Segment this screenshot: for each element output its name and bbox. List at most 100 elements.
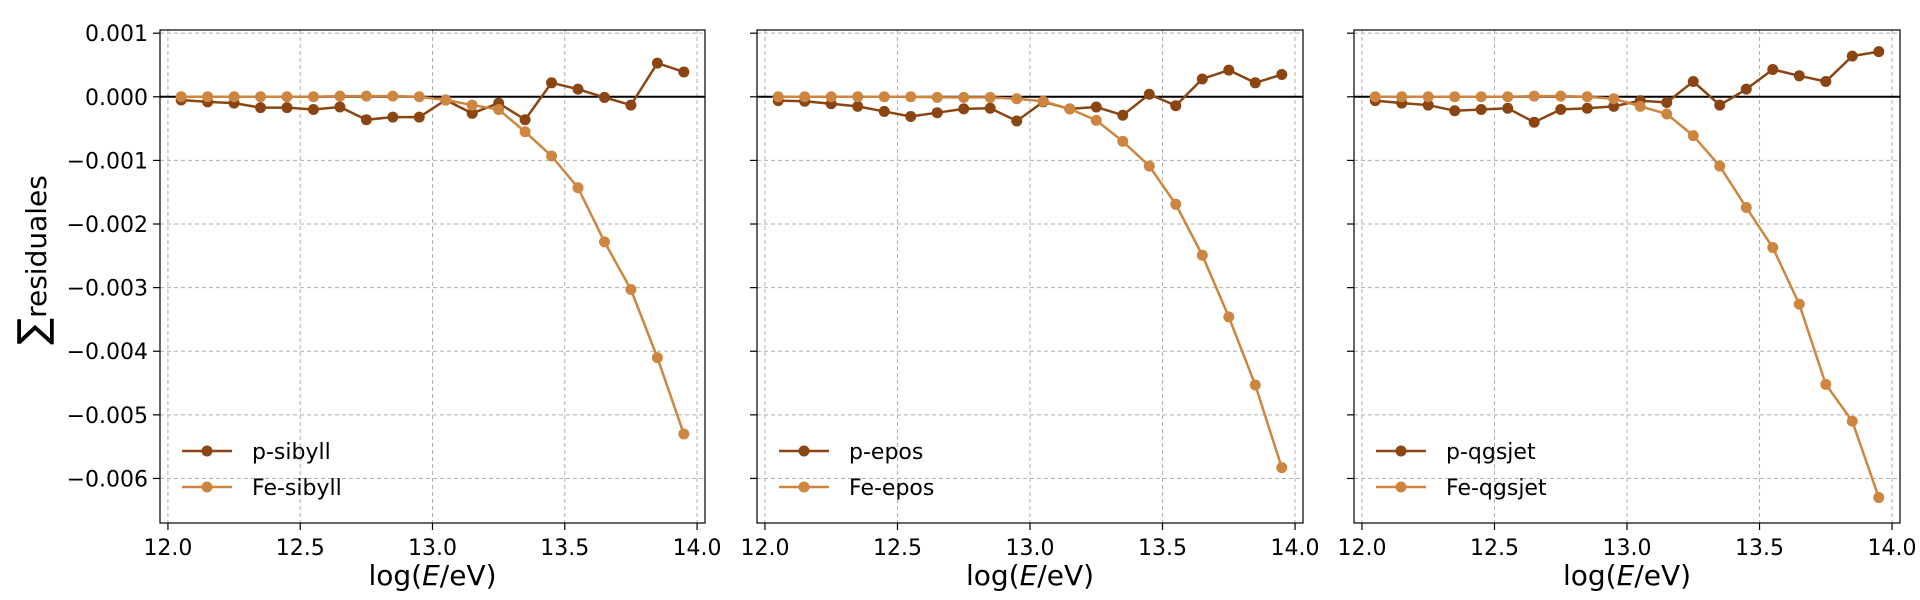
data-point (772, 91, 784, 103)
x-tick-label: 13.5 (1138, 536, 1187, 561)
x-tick-label: 12.0 (1337, 536, 1386, 561)
data-point (651, 57, 663, 69)
x-tick-label: 14.0 (673, 536, 722, 561)
data-point (1422, 99, 1434, 111)
data-point (1064, 103, 1076, 115)
data-point (307, 91, 319, 103)
data-point (1661, 108, 1673, 120)
x-axis-label: log(E/eV) (1563, 559, 1691, 592)
x-tick-label: 13.5 (540, 536, 589, 561)
data-point (1369, 91, 1381, 103)
data-point (281, 91, 293, 103)
x-axis-label-post: /eV) (440, 559, 497, 592)
data-point (281, 102, 293, 114)
legend: p-epos Fe-epos (779, 440, 934, 501)
legend-marker (1395, 481, 1407, 493)
data-point (984, 102, 996, 114)
x-axis-label-pre: log( (1563, 559, 1617, 592)
data-point (1011, 93, 1023, 105)
data-point (799, 91, 811, 103)
data-point (519, 126, 531, 138)
data-point (334, 101, 346, 113)
data-point (1449, 91, 1461, 103)
x-tick-label: 13.0 (1603, 536, 1652, 561)
data-point (1555, 90, 1567, 102)
data-point (1170, 100, 1182, 112)
x-axis-label-var: E (422, 559, 440, 592)
legend: p-sibyll Fe-sibyll (182, 440, 342, 501)
data-point (387, 111, 399, 123)
data-point (175, 91, 187, 103)
data-point (1740, 201, 1752, 213)
data-point (1502, 91, 1514, 103)
data-point (678, 66, 690, 78)
data-point (1687, 130, 1699, 142)
data-point (360, 90, 372, 102)
data-point (905, 111, 917, 123)
data-point (413, 91, 425, 103)
data-point (1555, 104, 1567, 116)
data-point (1608, 93, 1620, 105)
data-point (255, 91, 267, 103)
data-point (1090, 114, 1102, 126)
data-point (1143, 160, 1155, 172)
legend-label: Fe-sibyll (252, 476, 342, 501)
data-point (1117, 135, 1129, 147)
data-point (1276, 69, 1288, 81)
plot-area (175, 57, 690, 440)
data-point (1223, 64, 1235, 76)
data-point (1276, 462, 1288, 474)
data-point (625, 99, 637, 111)
x-axis-label-pre: log( (966, 559, 1020, 592)
data-point (1714, 160, 1726, 172)
x-axis-label-post: /eV) (1634, 559, 1691, 592)
data-point (852, 100, 864, 112)
data-point (1011, 115, 1023, 127)
data-point (1249, 77, 1261, 89)
x-tick-label: 12.5 (1470, 536, 1519, 561)
data-point (1249, 379, 1261, 391)
legend: p-qgsjet Fe-qgsjet (1376, 440, 1547, 501)
x-tick-label: 14.0 (1868, 536, 1917, 561)
x-tick-label: 12.5 (873, 536, 922, 561)
panel-2: 12.0 12.5 13.0 13.5 14.0 log(E/eV) p-epos Fe-ep… (740, 29, 1320, 592)
data-point (1846, 415, 1858, 427)
data-point (1502, 102, 1514, 114)
data-point (466, 99, 478, 111)
x-tick-label: 13.0 (1006, 536, 1055, 561)
data-point (1873, 46, 1885, 58)
data-point (1475, 91, 1487, 103)
x-axis-label-var: E (1020, 559, 1038, 592)
x-tick-label: 13.0 (408, 536, 457, 561)
data-point (1820, 378, 1832, 390)
legend-marker (201, 481, 213, 493)
series-Fe-sibyll (175, 90, 690, 440)
data-point (1846, 50, 1858, 62)
data-point (1422, 91, 1434, 103)
data-point (625, 284, 637, 296)
data-point (1740, 83, 1752, 95)
data-point (1634, 100, 1646, 112)
x-axis-label-var: E (1617, 559, 1635, 592)
data-point (1767, 242, 1779, 254)
data-point (334, 90, 346, 102)
data-point (572, 83, 584, 95)
data-point (825, 91, 837, 103)
legend-label: p-epos (849, 440, 923, 465)
x-axis-label: log(E/eV) (368, 559, 496, 592)
data-point (931, 91, 943, 103)
data-point (958, 103, 970, 115)
data-point (493, 104, 505, 116)
series-Fe-qgsjet (1369, 90, 1885, 504)
data-point (1687, 76, 1699, 88)
legend-marker (201, 445, 213, 457)
data-point (598, 91, 610, 103)
chart-panels: 12.0 12.5 13.0 13.5 14.0 0.001 0.000 −0.001 −0.0… (67, 22, 1917, 592)
data-point (360, 114, 372, 126)
data-point (1581, 102, 1593, 114)
series-p-sibyll (175, 57, 690, 126)
x-axis-label-post: /eV) (1037, 559, 1094, 592)
x-tick-label: 12.0 (740, 536, 789, 561)
data-point (1196, 73, 1208, 85)
